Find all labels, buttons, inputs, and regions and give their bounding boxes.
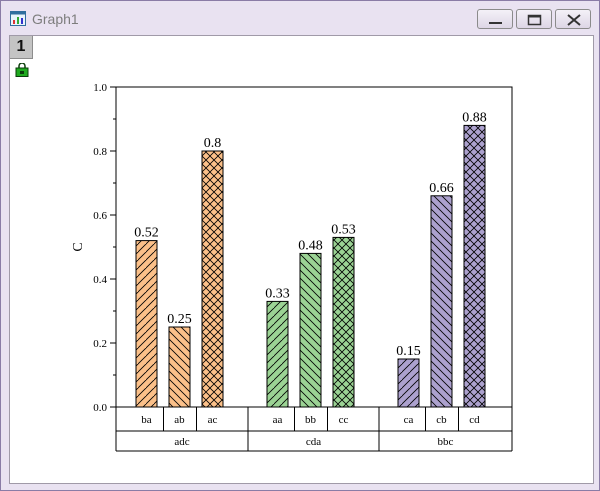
layer-tab[interactable]: 1 [10,36,33,59]
group-label-adc: adc [174,436,189,448]
y-tick-label: 0.2 [93,338,107,350]
minimize-icon [489,22,502,24]
bar-ca[interactable] [397,358,420,408]
layer-lock-icon[interactable] [15,63,29,77]
minimize-button[interactable] [477,9,513,29]
x-tick-label-cd: cd [469,414,480,426]
data-label-aa: 0.33 [265,286,290,301]
x-tick-label-ab: ab [174,414,185,426]
close-icon [567,14,581,26]
data-label-ca: 0.15 [396,344,421,359]
data-label-cb: 0.66 [429,181,454,196]
y-tick-label: 0.0 [93,402,107,414]
x-tick-label-bb: bb [305,414,317,426]
title-bar[interactable]: Graph1 [1,1,599,35]
x-tick-label-aa: aa [273,414,283,426]
data-label-ac: 0.8 [204,136,222,151]
bar-cc[interactable] [332,236,355,408]
maximize-icon [527,14,542,26]
data-label-cd: 0.88 [462,110,487,125]
x-tick-label-ac: ac [208,414,218,426]
y-tick-label: 1.0 [93,82,107,94]
y-tick-label: 0.8 [93,146,107,158]
x-tick-label-cb: cb [436,414,447,426]
group-label-cda: cda [306,436,321,448]
group-label-bbc: bbc [438,436,454,448]
bar-cb[interactable] [430,195,453,408]
maximize-button[interactable] [516,9,552,29]
graph-window-icon[interactable] [10,11,26,26]
y-tick-label: 0.4 [93,274,107,286]
x-tick-label-cc: cc [339,414,349,426]
bar-chart: 0.0 0.2 0.4 0.6 0.8 1.0 C 0.52 ba 0.25 ab 0.8 ac adc 0… [71,82,513,452]
x-tick-label-ba: ba [141,414,152,426]
bar-ba[interactable] [135,240,158,408]
data-label-cc: 0.53 [331,222,356,237]
x-tick-label-ca: ca [404,414,414,426]
bar-cd[interactable] [463,124,486,408]
bar-ab[interactable] [168,326,191,408]
data-label-ba: 0.52 [134,226,159,241]
y-axis-label: C [71,242,86,251]
window-title: Graph1 [32,11,79,27]
bar-bb[interactable] [299,252,322,408]
bar-ac[interactable] [201,150,224,408]
y-tick-label: 0.6 [93,210,107,222]
close-button[interactable] [555,9,591,29]
data-label-bb: 0.48 [298,238,323,253]
graph-page: 1 0.0 0.2 0.4 0.6 0.8 1.0 C 0.52 ba 0.25 ab 0.8 ac ad… [9,35,594,484]
data-label-ab: 0.25 [167,312,192,327]
bar-aa[interactable] [266,300,289,408]
